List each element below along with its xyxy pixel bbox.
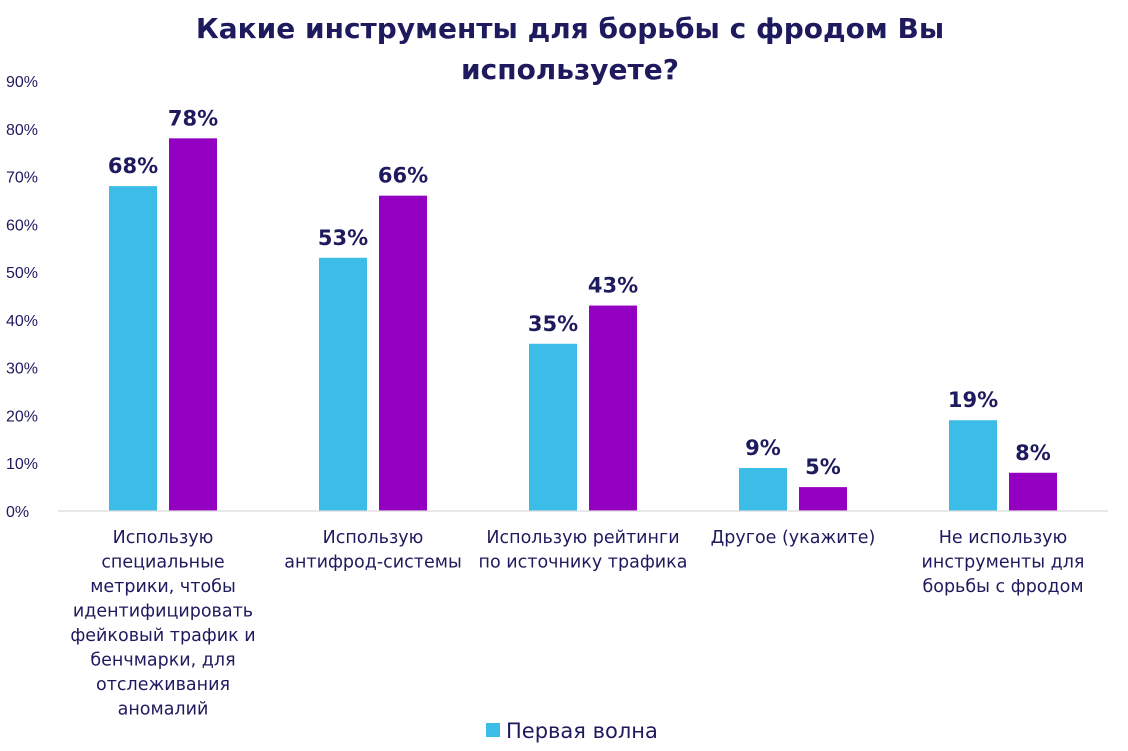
y-axis: 0% 10% 20% 30% 40% 50% 60% 70% 80% 90%: [6, 74, 38, 521]
y-tick-label: 0%: [6, 504, 29, 521]
data-label: 68%: [108, 154, 158, 178]
legend-swatch: [486, 723, 500, 737]
x-category-label-line: идентифицировать: [73, 602, 253, 622]
x-category-label-line: Использую: [113, 528, 214, 548]
x-category-label-line: Другое (укажите): [711, 528, 876, 548]
x-category-label-line: борьбы с фродом: [922, 577, 1083, 597]
bars: [109, 138, 1057, 512]
bar-series-1: [109, 186, 157, 511]
x-category-label: Использую специальные метрики, чтобы иденти…: [70, 528, 255, 720]
x-category-label-line: специальные: [101, 553, 224, 573]
x-category-label-line: Не использую: [939, 528, 1068, 548]
y-tick-label: 80%: [6, 122, 38, 139]
x-category-label-line: фейковый трафик и: [70, 626, 255, 646]
y-tick-label: 60%: [6, 217, 38, 234]
x-category-label: Другое (укажите): [711, 528, 876, 548]
chart-title-line: используете?: [461, 53, 679, 86]
bar-series-2: [799, 487, 847, 511]
y-tick-label: 50%: [6, 265, 38, 282]
x-category-label-line: метрики, чтобы: [90, 577, 236, 597]
bar-series-1: [949, 420, 997, 511]
data-label: 53%: [318, 226, 368, 250]
legend-label: Первая волна: [506, 719, 658, 743]
data-label: 43%: [588, 274, 638, 298]
x-category-label-line: отслеживания: [96, 675, 230, 695]
x-category-label-line: Использую: [323, 528, 424, 548]
data-label: 8%: [1015, 441, 1051, 465]
x-category-label-line: бенчмарки, для: [90, 651, 235, 671]
data-label: 9%: [745, 436, 781, 460]
chart-title: Какие инструменты для борьбы с фродом Вы…: [196, 12, 944, 86]
bar-series-1: [319, 257, 367, 511]
bar-series-2: [169, 138, 217, 512]
x-axis: Использую специальные метрики, чтобы иденти…: [58, 510, 1108, 720]
data-labels: 68% 53% 35% 9% 19% 78% 66% 43% 5% 8%: [108, 106, 1051, 479]
y-tick-label: 90%: [6, 74, 38, 91]
x-category-label-line: по источнику трафика: [479, 553, 688, 573]
bar-series-2: [1009, 472, 1057, 511]
y-tick-label: 70%: [6, 170, 38, 187]
chart-title-line: Какие инструменты для борьбы с фродом Вы: [196, 12, 944, 45]
x-category-label-line: аномалий: [118, 700, 209, 720]
y-tick-label: 10%: [6, 456, 38, 473]
x-category-label-line: Использую рейтинги: [486, 528, 679, 548]
data-label: 19%: [948, 388, 998, 412]
data-label: 78%: [168, 106, 218, 130]
x-category-label-line: инструменты для: [922, 553, 1085, 573]
bar-series-1: [529, 343, 577, 511]
y-tick-label: 20%: [6, 408, 38, 425]
bar-series-2: [379, 195, 427, 511]
x-category-label: Использую антифрод-системы: [284, 528, 462, 573]
legend: Первая волна: [486, 719, 658, 743]
data-label: 5%: [805, 455, 841, 479]
y-tick-label: 40%: [6, 313, 38, 330]
y-tick-label: 30%: [6, 361, 38, 378]
x-category-label-line: антифрод-системы: [284, 553, 462, 573]
bar-series-2: [589, 305, 637, 511]
bar-series-1: [739, 468, 787, 511]
data-label: 66%: [378, 164, 428, 188]
x-category-label: Использую рейтинги по источнику трафика: [479, 528, 688, 573]
data-label: 35%: [528, 312, 578, 336]
x-category-label: Не использую инструменты для борьбы с фрод…: [922, 528, 1085, 597]
